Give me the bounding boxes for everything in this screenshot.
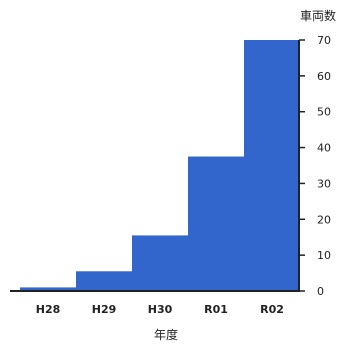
y-tick-label-70: 70 (317, 34, 331, 47)
bar-r02 (244, 40, 300, 291)
y-tick-label-60: 60 (317, 70, 331, 83)
x-tick-label-h30: H30 (148, 303, 173, 316)
x-tick-label-r01: R01 (204, 303, 228, 316)
bar-r01 (188, 156, 244, 291)
y-tick-label-20: 20 (317, 213, 331, 226)
y-tick-label-50: 50 (317, 106, 331, 119)
y-tick-label-0: 0 (317, 285, 324, 298)
bar-h28 (20, 287, 76, 291)
y-axis-title: 車両数 (300, 8, 336, 23)
y-tick-label-10: 10 (317, 249, 331, 262)
y-tick-label-40: 40 (317, 142, 331, 155)
x-tick-label-h29: H29 (92, 303, 117, 316)
x-axis-title: 年度 (154, 327, 178, 342)
bar-h29 (76, 271, 132, 291)
x-tick-label-r02: R02 (260, 303, 284, 316)
bar-h30 (132, 235, 188, 291)
y-tick-label-30: 30 (317, 177, 331, 190)
x-tick-label-h28: H28 (36, 303, 61, 316)
